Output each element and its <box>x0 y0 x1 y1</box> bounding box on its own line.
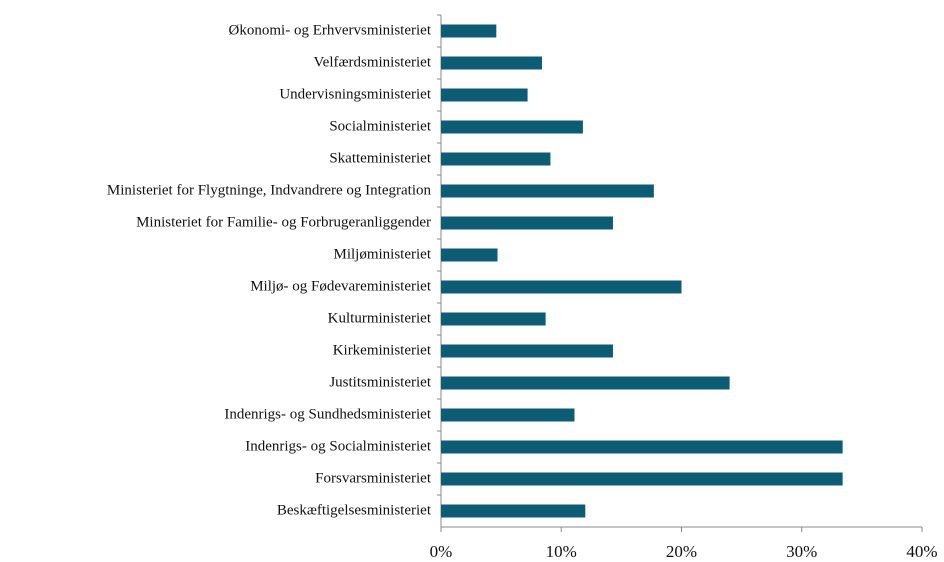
bar <box>441 440 843 454</box>
bar <box>441 504 586 518</box>
y-tick-label: Miljø- og Fødevareministeriet <box>250 278 432 294</box>
x-tick-label: 0% <box>430 542 453 561</box>
y-tick-label: Skatteministeriet <box>329 150 431 166</box>
bar <box>441 88 528 102</box>
bar <box>441 216 613 230</box>
y-tick-label: Indenrigs- og Socialministeriet <box>245 438 432 454</box>
bar <box>441 344 613 358</box>
bar <box>441 152 551 166</box>
bar <box>441 376 730 390</box>
x-tick-label: 10% <box>546 542 577 561</box>
y-tick-label: Kulturministeriet <box>328 310 432 326</box>
bar <box>441 24 497 38</box>
y-tick-label: Indenrigs- og Sundhedsministeriet <box>224 406 431 422</box>
x-tick-label: 30% <box>786 542 817 561</box>
y-tick-label: Kirkeministeriet <box>333 342 432 358</box>
y-tick-label: Socialministeriet <box>329 118 431 134</box>
x-tick-label: 40% <box>906 542 937 561</box>
y-tick-label: Forsvarsministeriet <box>315 470 432 486</box>
bar <box>441 312 546 326</box>
y-tick-label: Undervisningsministeriet <box>279 86 431 102</box>
bar <box>441 120 583 134</box>
bar <box>441 472 843 486</box>
y-tick-label: Ministeriet for Familie- og Forbrugeranl… <box>136 214 431 230</box>
y-tick-label: Miljøministeriet <box>334 246 432 262</box>
bar <box>441 248 498 262</box>
y-tick-label: Justitsministeriet <box>329 374 432 390</box>
y-tick-label: Velfærdsministeriet <box>314 54 432 70</box>
x-tick-label: 20% <box>666 542 697 561</box>
y-tick-label: Økonomi- og Erhvervsministeriet <box>229 22 432 38</box>
y-tick-label: Beskæftigelsesministeriet <box>277 502 432 518</box>
bar <box>441 56 543 70</box>
bar <box>441 280 682 294</box>
bar <box>441 184 654 198</box>
bar <box>441 408 575 422</box>
y-tick-label: Ministeriet for Flygtninge, Indvandrere … <box>107 182 432 198</box>
